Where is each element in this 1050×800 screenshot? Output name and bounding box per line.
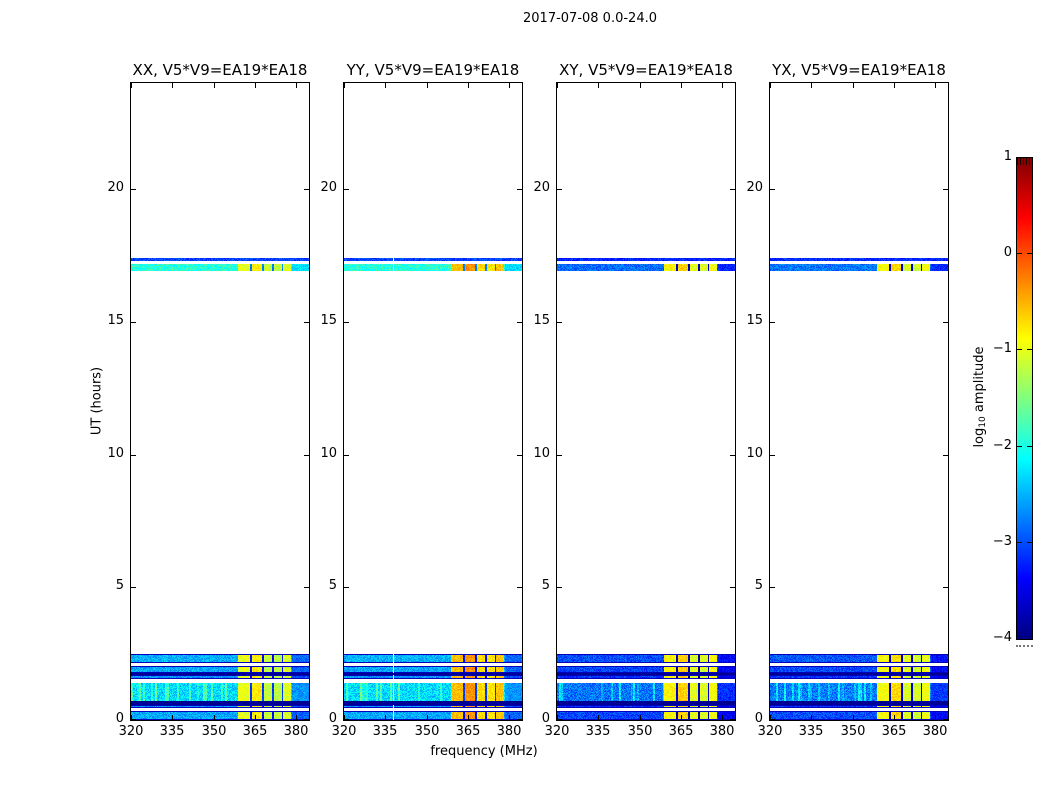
y-tick-label-YX-20: 20 — [746, 180, 763, 195]
colorbar-tick-right--1 — [1027, 349, 1032, 350]
colorbar-label-sub: 10 — [978, 416, 988, 428]
y-axis-label: UT (hours) — [89, 366, 105, 436]
panel-title-XY: XY, V5*V9=EA19*EA18 — [559, 61, 733, 79]
x-tick-label-YY-335: 335 — [372, 724, 398, 739]
colorbar-tick-label--2: −2 — [992, 438, 1012, 453]
colorbar-tick-left--3 — [1017, 542, 1022, 543]
colorbar-overflow-hatch — [1017, 158, 1032, 165]
y-tick-label-XY-10: 10 — [533, 446, 550, 461]
y-tick-label-YY-20: 20 — [320, 180, 337, 195]
x-tick-label-YX-365: 365 — [881, 724, 907, 739]
x-tick-label-XX-380: 380 — [283, 724, 309, 739]
colorbar-tick-right-0 — [1027, 253, 1032, 254]
y-tick-label-XX-15: 15 — [107, 313, 124, 328]
colorbar-underflow-dots — [1016, 645, 1033, 647]
panel-title-XX: XX, V5*V9=EA19*EA18 — [132, 61, 308, 79]
y-tick-label-YX-0: 0 — [754, 711, 763, 726]
colorbar-tick-left-0 — [1017, 253, 1022, 254]
x-tick-label-XX-365: 365 — [242, 724, 268, 739]
spectrogram-YY — [344, 83, 522, 720]
y-tick-label-YX-5: 5 — [754, 578, 763, 593]
y-tick-label-YY-0: 0 — [328, 711, 337, 726]
y-tick-label-XX-10: 10 — [107, 446, 124, 461]
x-tick-label-XX-350: 350 — [201, 724, 227, 739]
x-axis-label: frequency (MHz) — [430, 744, 538, 759]
y-tick-label-YY-15: 15 — [320, 313, 337, 328]
colorbar-tick-left--1 — [1017, 349, 1022, 350]
colorbar-label: log10 amplitude — [972, 346, 988, 447]
figure-title: 2017-07-08 0.0-24.0 — [523, 11, 657, 26]
y-tick-label-XX-5: 5 — [115, 578, 124, 593]
y-tick-label-YY-5: 5 — [328, 578, 337, 593]
x-tick-label-YY-365: 365 — [455, 724, 481, 739]
y-tick-label-YX-10: 10 — [746, 446, 763, 461]
spectrogram-XX — [131, 83, 309, 720]
x-tick-label-XY-335: 335 — [585, 724, 611, 739]
y-tick-label-YY-10: 10 — [320, 446, 337, 461]
y-tick-label-XY-15: 15 — [533, 313, 550, 328]
x-tick-label-XY-365: 365 — [668, 724, 694, 739]
x-tick-label-XY-380: 380 — [709, 724, 735, 739]
colorbar-tick-label--4: −4 — [992, 630, 1012, 645]
colorbar-tick-label-0: 0 — [1003, 245, 1012, 260]
colorbar-tick-right--2 — [1027, 446, 1032, 447]
y-tick-label-XY-0: 0 — [541, 711, 550, 726]
colorbar-tick-label-1: 1 — [1003, 149, 1012, 164]
y-tick-label-XX-20: 20 — [107, 180, 124, 195]
spectrogram-YX — [770, 83, 948, 720]
x-tick-label-YY-320: 320 — [331, 724, 357, 739]
y-tick-label-YX-15: 15 — [746, 313, 763, 328]
y-tick-label-XY-20: 20 — [533, 180, 550, 195]
x-tick-label-YY-350: 350 — [414, 724, 440, 739]
x-tick-label-YX-380: 380 — [922, 724, 948, 739]
x-tick-label-XX-335: 335 — [159, 724, 185, 739]
spectrogram-XY — [557, 83, 735, 720]
y-tick-label-XY-5: 5 — [541, 578, 550, 593]
x-tick-label-YY-380: 380 — [496, 724, 522, 739]
panel-title-YY: YY, V5*V9=EA19*EA18 — [346, 61, 520, 79]
colorbar-label-post: amplitude — [972, 346, 987, 417]
x-tick-label-XX-320: 320 — [118, 724, 144, 739]
colorbar-tick-left--2 — [1017, 446, 1022, 447]
colorbar-tick-label--3: −3 — [992, 534, 1012, 549]
x-tick-label-YX-350: 350 — [840, 724, 866, 739]
x-tick-label-XY-350: 350 — [627, 724, 653, 739]
x-tick-label-YX-320: 320 — [757, 724, 783, 739]
x-tick-label-XY-320: 320 — [544, 724, 570, 739]
colorbar-tick-right--3 — [1027, 542, 1032, 543]
panel-title-YX: YX, V5*V9=EA19*EA18 — [772, 61, 946, 79]
y-tick-label-XX-0: 0 — [115, 711, 124, 726]
x-tick-label-YX-335: 335 — [798, 724, 824, 739]
colorbar-label-pre: log — [972, 427, 987, 448]
colorbar — [1016, 157, 1033, 640]
colorbar-tick-label--1: −1 — [992, 341, 1012, 356]
